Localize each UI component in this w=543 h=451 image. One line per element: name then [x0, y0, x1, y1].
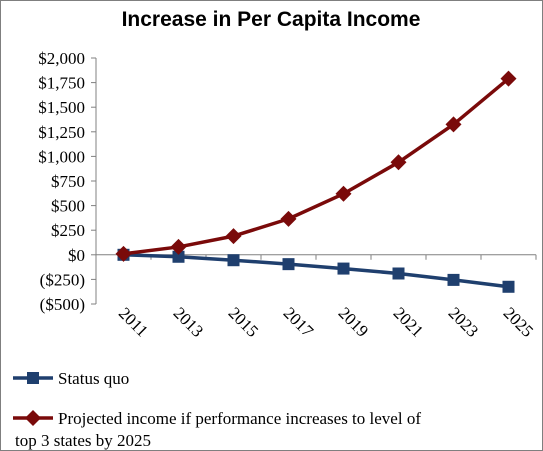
y-tick-label: $500	[51, 197, 85, 216]
plot-area: ($500) ($250) $0 $250 $500 $750 $1,000 $1,250 $1…	[38, 49, 537, 341]
projected-income-point	[335, 185, 352, 202]
status-quo-line	[123, 253, 509, 289]
x-tick-label: 2021	[390, 303, 427, 340]
status-quo-point	[392, 267, 405, 280]
y-tick-label: ($250)	[40, 270, 85, 289]
projected-income-point	[280, 210, 297, 227]
legend-status-quo-marker	[27, 372, 39, 384]
legend-status-quo-label: Status quo	[58, 369, 129, 388]
y-tick-label: $2,000	[38, 49, 85, 68]
y-tick-label: $0	[68, 246, 85, 265]
status-quo-point	[337, 262, 350, 275]
projected-income-point	[445, 116, 462, 133]
chart-title: Increase in Per Capita Income	[122, 8, 421, 31]
projected-income-point	[170, 238, 187, 255]
x-tick-label: 2011	[115, 304, 152, 341]
status-quo-point	[227, 254, 240, 267]
projected-income-point	[500, 70, 517, 87]
legend: Status quo Projected income if performanc…	[13, 369, 421, 450]
x-tick-label: 2025	[500, 303, 537, 340]
y-tick-label: $250	[51, 221, 85, 240]
status-quo-point	[447, 273, 460, 286]
legend-label-line: top 3 states by 2025	[15, 431, 151, 450]
legend-projected-marker	[25, 410, 41, 426]
y-tick-label: ($500)	[40, 295, 85, 314]
y-tick-label: $1,000	[38, 147, 85, 166]
y-tick-label: $750	[51, 172, 85, 191]
projected-income-point	[115, 245, 132, 262]
x-tick-label: 2015	[225, 303, 262, 340]
x-tick-label: 2017	[280, 303, 318, 341]
status-quo-point	[502, 280, 515, 293]
y-tick-label: $1,500	[38, 98, 85, 117]
y-tick-label: $1,750	[38, 74, 85, 93]
legend-label-line: Status quo	[58, 369, 129, 388]
status-quo-point	[282, 258, 295, 271]
projected-income-point	[390, 154, 407, 171]
x-tick-label: 2023	[445, 303, 482, 340]
y-tick-label: $1,250	[38, 123, 85, 142]
x-tick-label: 2019	[335, 303, 372, 340]
projected-income-line	[123, 77, 510, 256]
projected-income-point	[225, 228, 242, 245]
legend-label-line: Projected income if performance increase…	[58, 409, 421, 428]
status-quo-point	[172, 250, 185, 263]
x-tick-label: 2013	[170, 303, 207, 340]
legend-projected-label: Projected income if performance increase…	[15, 409, 421, 450]
